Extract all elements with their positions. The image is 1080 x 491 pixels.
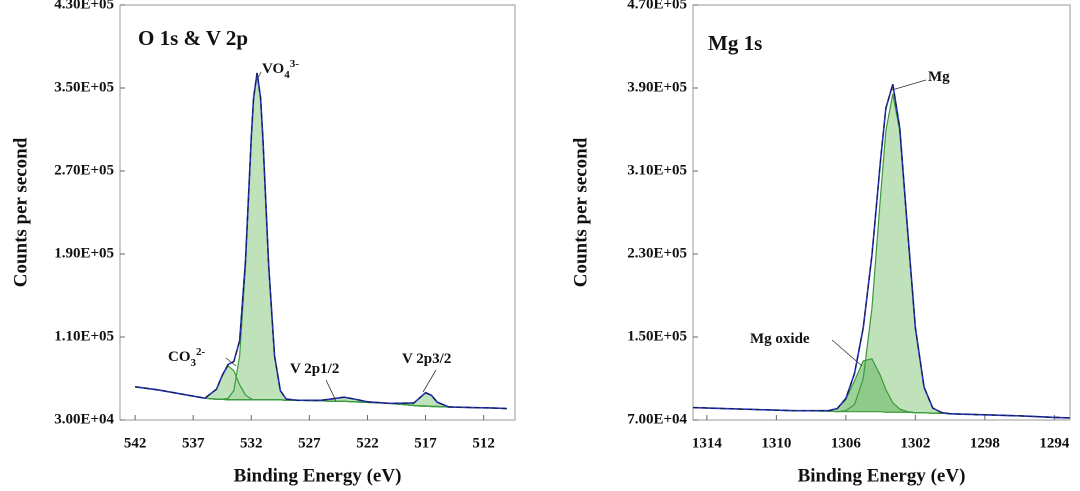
annotation: Mg oxide: [750, 331, 810, 347]
x-tick-label: 1294: [1039, 435, 1070, 451]
y-axis-title: Counts per second: [10, 137, 31, 287]
annotation-text: CO: [168, 349, 191, 365]
annotation-text: Mg: [928, 69, 950, 85]
y-tick-label: 3.10E+05: [627, 162, 687, 178]
annotation-sup: 3-: [290, 58, 300, 70]
annotation-leader: [831, 339, 863, 367]
panel-title: O 1s & V 2p: [138, 26, 248, 50]
y-tick-label: 4.30E+05: [54, 0, 114, 12]
annotation: VO43-: [262, 58, 299, 81]
x-tick-label: 1314: [692, 435, 723, 451]
y-tick-label: 1.50E+05: [627, 328, 687, 344]
annotation: Mg: [928, 69, 950, 85]
annotation-text: Mg oxide: [750, 331, 810, 347]
plot-frame: [119, 4, 516, 421]
x-tick-label: 522: [356, 435, 379, 451]
annotation-leader: [225, 357, 237, 367]
x-tick-label: 517: [414, 435, 437, 451]
y-tick-label: 4.70E+05: [627, 0, 687, 12]
annotation-sub: 4: [284, 69, 290, 81]
component-fill: [135, 386, 507, 409]
fit-line: [135, 72, 507, 410]
x-tick-label: 1302: [900, 435, 930, 451]
x-tick-label: 532: [240, 435, 263, 451]
x-tick-label: 542: [124, 435, 147, 451]
annotation-text: VO: [262, 61, 284, 77]
annotation-leader: [325, 379, 337, 402]
y-tick-label: 1.90E+05: [54, 245, 114, 261]
annotation-sup: 2-: [196, 346, 206, 358]
annotation-leader: [256, 71, 262, 81]
x-tick-label: 512: [472, 435, 495, 451]
annotation: V 2p1/2: [290, 361, 339, 377]
component-fill: [135, 386, 507, 409]
x-tick-label: 1298: [970, 435, 1000, 451]
annotation-text: V 2p1/2: [290, 361, 339, 377]
annotation-sub: 3: [191, 357, 197, 369]
y-tick-label: 1.10E+05: [54, 328, 114, 344]
component-line: [135, 386, 507, 410]
annotation: V 2p3/2: [402, 351, 451, 367]
y-tick-label: 2.30E+05: [627, 245, 687, 261]
plot-frame: [692, 4, 1071, 421]
fit-line: [692, 83, 1071, 419]
y-tick-label: 3.00E+04: [54, 411, 114, 427]
panel-title: Mg 1s: [708, 31, 762, 55]
y-axis-title: Counts per second: [570, 137, 591, 287]
x-tick-label: 537: [182, 435, 205, 451]
y-tick-label: 2.70E+05: [54, 162, 114, 178]
x-tick-label: 1310: [761, 435, 791, 451]
y-tick-label: 3.50E+05: [54, 79, 114, 95]
component-fill: [693, 93, 1070, 418]
annotation-leader: [422, 369, 437, 393]
x-axis-title: Binding Energy (eV): [798, 465, 966, 486]
x-axis-title: Binding Energy (eV): [234, 465, 402, 486]
x-tick-label: 527: [298, 435, 321, 451]
background-line: [135, 386, 507, 410]
y-tick-label: 7.00E+04: [627, 411, 687, 427]
annotation: CO32-: [168, 346, 206, 369]
y-tick-label: 3.90E+05: [627, 79, 687, 95]
annotation-text: V 2p3/2: [402, 351, 451, 367]
component-line: [135, 386, 507, 410]
component-fill: [693, 358, 1070, 418]
annotation-leader: [891, 79, 927, 91]
x-tick-label: 1306: [831, 435, 862, 451]
